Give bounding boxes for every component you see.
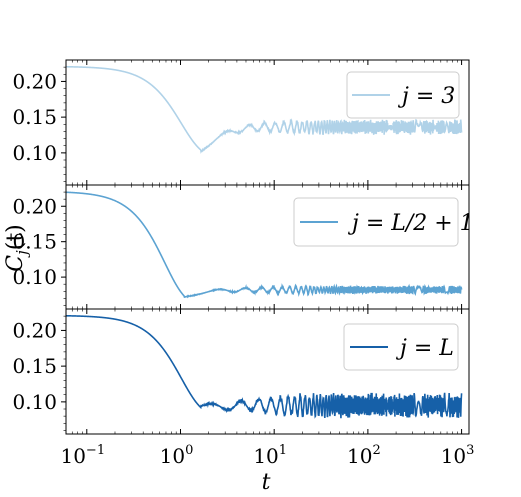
y-tick-label: 0.15 — [12, 230, 57, 254]
y-tick-label: 0.20 — [12, 194, 57, 218]
y-axis-label-main: C — [3, 255, 28, 272]
panel-1: 0.20 0.15 0.10 j = 3 — [12, 59, 470, 186]
legend-box — [293, 197, 459, 247]
x-tick-label: 103 — [441, 443, 475, 468]
svg-text:Cj(t): Cj(t) — [3, 224, 31, 272]
legend-panel-2: j = L/2 + 1 — [293, 197, 474, 247]
y-tick-label: 0.15 — [12, 354, 57, 378]
y-tick-label: 0.20 — [12, 318, 57, 342]
legend-label: j = L — [395, 336, 454, 361]
x-tick-label: 100 — [160, 443, 194, 468]
x-axis-label: t — [262, 470, 271, 495]
x-tick-label: 101 — [253, 443, 287, 468]
panel-frame — [65, 308, 470, 435]
x-tick-label: 102 — [347, 443, 381, 468]
legend-label: j = 3 — [397, 84, 455, 109]
y-axis-label-sub: j — [13, 250, 31, 258]
legend-panel-3: j = L — [343, 323, 459, 371]
legend-box — [346, 71, 460, 119]
series-line-panel-2 — [66, 191, 463, 299]
panel-2: 0.20 0.15 0.10 j = L/2 + 1 — [12, 184, 474, 310]
y-axis-label: Cj(t) — [3, 224, 31, 272]
y-axis-label-paren: (t) — [3, 224, 28, 250]
legend-label: j = L/2 + 1 — [347, 211, 474, 236]
y-tick-label: 0.10 — [12, 265, 57, 289]
x-tick-label: 10−1 — [60, 443, 105, 468]
y-tick-label: 0.10 — [12, 141, 57, 165]
x-tick-labels: 10−1 100 101 102 103 — [60, 443, 474, 468]
legend-box — [343, 323, 459, 371]
y-tick-label: 0.15 — [12, 105, 57, 129]
series-line-panel-1 — [66, 65, 463, 154]
y-tick-label: 0.10 — [12, 390, 57, 414]
series-line-panel-3 — [66, 314, 463, 419]
legend-panel-1: j = 3 — [346, 71, 460, 119]
panels: 0.20 0.15 0.10 j = 3 0.20 0.15 0.10 j = L/2 + 1… — [12, 59, 474, 468]
y-tick-label: 0.20 — [12, 69, 57, 93]
panel-3: 0.20 0.15 0.10 j = L — [12, 308, 470, 435]
